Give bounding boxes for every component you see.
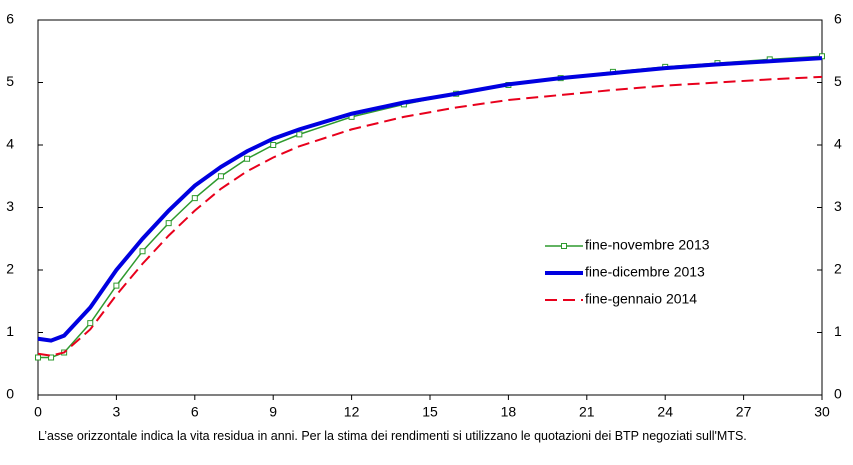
x-tick-label: 30: [814, 404, 830, 420]
x-tick-label: 27: [736, 404, 752, 420]
y2-tick-label: 4: [834, 136, 842, 152]
x-tick-label: 3: [113, 404, 121, 420]
plot-frame: [37, 19, 823, 396]
series-marker: [191, 195, 198, 202]
x-tick-label: 24: [657, 404, 673, 420]
legend-marker: [561, 243, 567, 249]
y2-tick-label: 0: [834, 386, 842, 402]
y-tick-label: 2: [6, 261, 14, 277]
y2-tick-label: 3: [834, 198, 842, 214]
series-marker: [270, 142, 277, 148]
x-tick-label: 0: [34, 404, 42, 420]
legend-label: fine-novembre 2013: [585, 237, 710, 253]
x-tick-label: 18: [501, 404, 517, 420]
y-tick-label: 5: [6, 73, 14, 89]
y-tick-label: 6: [6, 11, 14, 27]
x-tick-label: 21: [579, 404, 595, 420]
series-marker: [48, 354, 55, 361]
x-tick-label: 9: [269, 404, 277, 420]
series-marker: [296, 131, 303, 138]
series-marker: [139, 248, 146, 255]
series-marker: [244, 155, 251, 162]
y-tick-label: 1: [6, 323, 14, 339]
series-marker: [217, 173, 224, 180]
legend-label: fine-dicembre 2013: [585, 264, 705, 280]
y2-tick-label: 2: [834, 261, 842, 277]
x-tick-label: 6: [191, 404, 199, 420]
y-tick-label: 3: [6, 198, 14, 214]
series-line: [38, 55, 823, 359]
x-tick-label: 12: [344, 404, 360, 420]
y-tick-label: 4: [6, 136, 14, 152]
series-marker: [113, 282, 120, 289]
y2-tick-label: 1: [834, 323, 842, 339]
x-tick-label: 15: [422, 404, 438, 420]
chart-note: L’asse orizzontale indica la vita residu…: [38, 429, 747, 443]
series-marker: [165, 220, 172, 227]
series-line: [37, 75, 823, 357]
y2-tick-label: 6: [834, 11, 842, 27]
y2-tick-label: 5: [834, 73, 842, 89]
y-tick-label: 0: [6, 386, 14, 402]
series-marker: [87, 320, 94, 327]
series-marker: [35, 354, 41, 361]
series-line: [37, 56, 823, 343]
legend-label: fine-gennaio 2014: [585, 291, 697, 307]
